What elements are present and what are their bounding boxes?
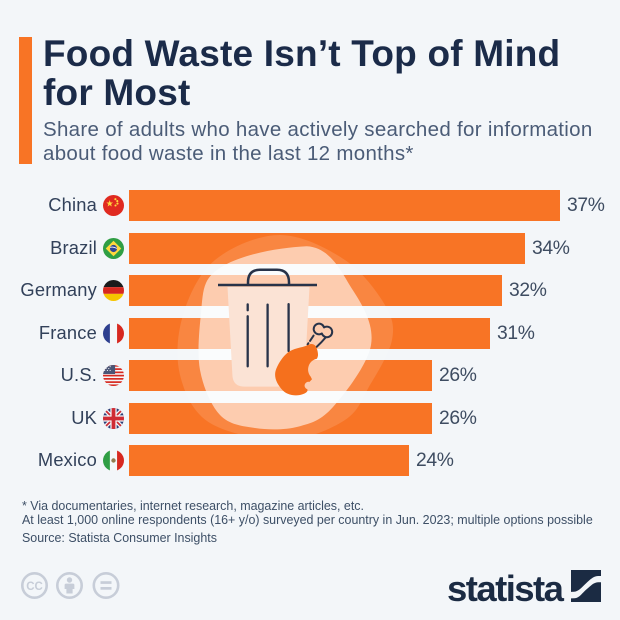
svg-text:CC: CC (26, 581, 43, 593)
